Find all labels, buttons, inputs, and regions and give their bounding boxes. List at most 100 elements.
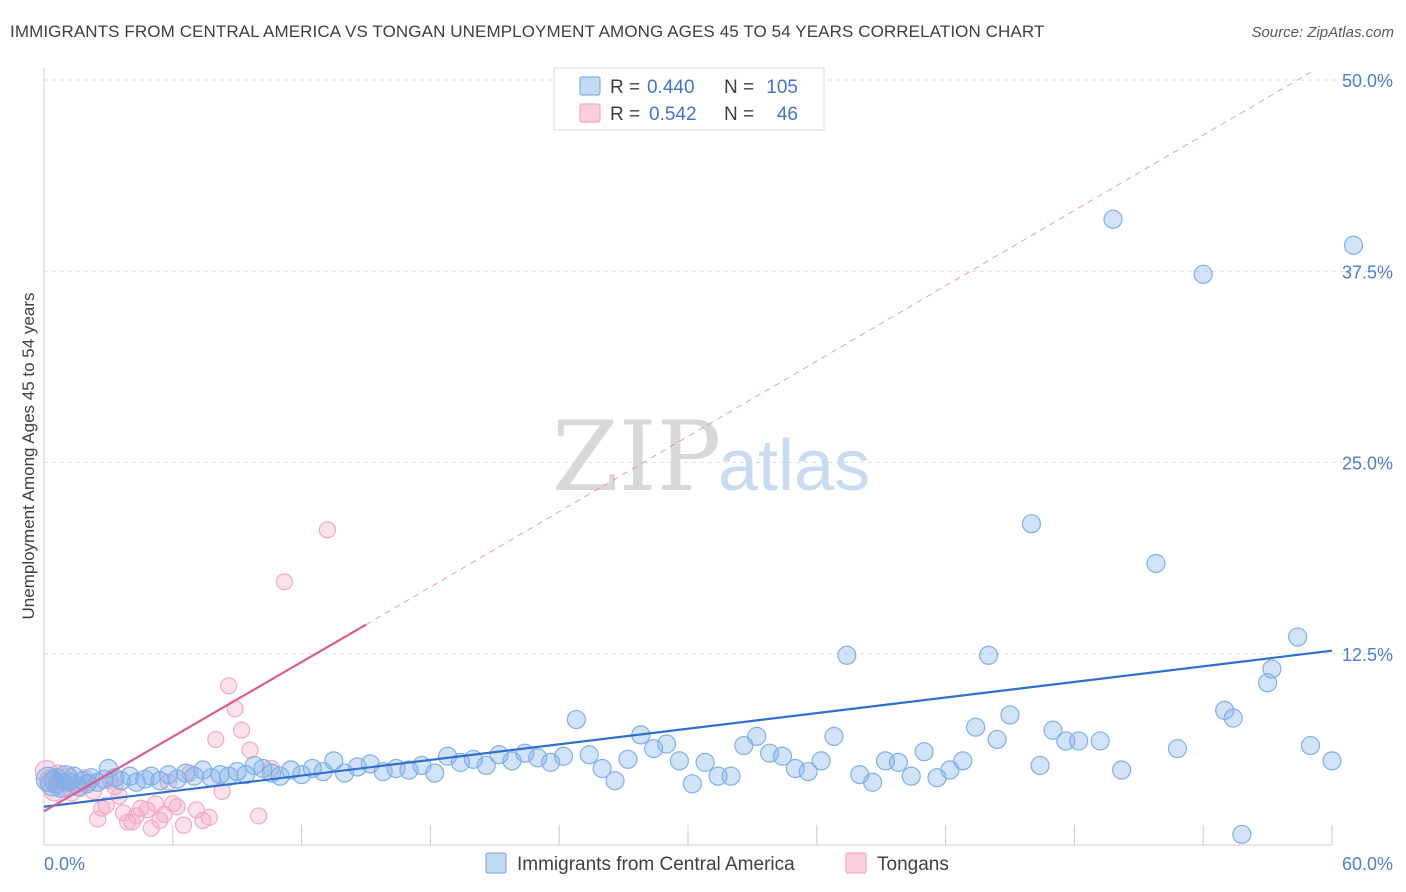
central-america-point-45 xyxy=(399,760,419,780)
central-america-point-112 xyxy=(1343,235,1364,255)
legend-n-value-1: 105 xyxy=(766,77,798,98)
tongans-point-19 xyxy=(119,813,137,831)
central-america-point-70 xyxy=(721,766,741,786)
tongans-point-33 xyxy=(187,801,206,819)
central-america-point-99 xyxy=(1103,209,1123,229)
central-america-point-78 xyxy=(824,726,844,746)
legend-r-value-1: 0.440 xyxy=(647,77,695,98)
central-america-point-103 xyxy=(1193,264,1213,284)
y-tick-label-1: 25.0% xyxy=(1342,454,1393,474)
legend-r-label-2: R = xyxy=(610,104,640,125)
central-america-point-57 xyxy=(553,746,574,766)
tongans-point-14 xyxy=(97,796,115,814)
central-america-point-88 xyxy=(953,751,973,771)
tongans-point-45 xyxy=(318,521,336,539)
tongans-point-44 xyxy=(275,573,294,591)
central-america-point-89 xyxy=(966,717,986,737)
legend-n-value-2: 46 xyxy=(777,104,798,125)
central-america-point-77 xyxy=(811,751,831,771)
central-america-point-108 xyxy=(1262,659,1282,679)
gridlines xyxy=(44,79,1392,655)
central-america-point-62 xyxy=(618,749,638,769)
tongans-point-31 xyxy=(174,816,193,834)
central-america-point-59 xyxy=(579,745,599,765)
watermark-zip: ZIP xyxy=(552,401,721,513)
series-central-america-points xyxy=(35,209,1364,844)
central-america-point-100 xyxy=(1112,760,1132,780)
central-america-point-92 xyxy=(1000,705,1020,725)
central-america-point-106 xyxy=(1232,824,1252,844)
central-america-point-76 xyxy=(798,761,818,782)
central-america-point-21 xyxy=(158,765,179,785)
x-tick-label-max: 60.0% xyxy=(1342,854,1393,874)
legend-top: R = 0.440 N = 105 R = 0.542 N = 46 xyxy=(553,67,825,131)
central-america-point-97 xyxy=(1069,731,1089,751)
central-america-point-93 xyxy=(1021,514,1042,534)
central-america-point-111 xyxy=(1322,751,1342,771)
central-america-point-110 xyxy=(1300,735,1321,756)
central-america-point-19 xyxy=(141,766,161,786)
legend-r-value-2: 0.542 xyxy=(649,104,697,125)
bottom-legend-label-central-america: Immigrants from Central America xyxy=(517,854,795,875)
central-america-point-65 xyxy=(656,734,677,754)
tongans-point-12 xyxy=(89,810,107,828)
tongans-point-36 xyxy=(207,730,225,749)
legend-n-label-2: N = xyxy=(724,104,754,125)
central-america-point-90 xyxy=(978,645,999,665)
central-america-point-101 xyxy=(1146,553,1166,574)
trend-lines xyxy=(43,71,1333,813)
central-america-point-55 xyxy=(528,748,548,768)
tongans-point-38 xyxy=(220,677,238,695)
source-label: Source: ZipAtlas.com xyxy=(1251,24,1394,41)
central-america-point-94 xyxy=(1030,755,1050,776)
central-america-point-95 xyxy=(1043,720,1063,740)
y-tick-label-0: 12.5% xyxy=(1342,645,1393,665)
legend-swatch-central-america xyxy=(579,76,601,96)
central-america-point-67 xyxy=(682,774,702,794)
y-tick-label-3: 50.0% xyxy=(1342,71,1393,91)
legend-swatch-tongans xyxy=(579,103,601,123)
legend-bottom: Immigrants from Central America Tongans xyxy=(485,852,949,875)
central-america-point-91 xyxy=(987,729,1007,750)
tongans-point-23 xyxy=(138,801,156,819)
central-america-point-109 xyxy=(1288,627,1308,647)
central-america-point-85 xyxy=(914,742,934,762)
tongans-point-35 xyxy=(200,808,218,827)
trend-line-tongans-extension xyxy=(365,71,1311,626)
central-america-point-83 xyxy=(888,752,908,772)
watermark-atlas: atlas xyxy=(718,426,870,506)
central-america-point-60 xyxy=(592,758,612,779)
central-america-point-35 xyxy=(281,760,301,780)
central-america-point-81 xyxy=(863,772,883,792)
central-america-point-32 xyxy=(253,758,273,779)
trend-line-tongans xyxy=(43,623,367,813)
tongans-point-41 xyxy=(241,741,259,759)
x-tick-label-min: 0.0% xyxy=(44,854,85,874)
tongans-point-30 xyxy=(168,798,186,816)
tongans-point-18 xyxy=(114,804,133,822)
y-tick-label-2: 37.5% xyxy=(1342,262,1393,282)
central-america-point-72 xyxy=(747,726,767,746)
y-tick-labels: 12.5% 25.0% 37.5% 50.0% xyxy=(1342,71,1393,665)
trend-line-central-america xyxy=(43,649,1333,808)
legend-n-label-1: N = xyxy=(724,77,754,98)
tongans-point-40 xyxy=(232,721,251,739)
central-america-point-61 xyxy=(605,771,625,791)
central-america-point-79 xyxy=(837,645,857,665)
bottom-legend-label-tongans: Tongans xyxy=(877,854,949,875)
central-america-point-98 xyxy=(1090,731,1110,751)
chart-title: IMMIGRANTS FROM CENTRAL AMERICA VS TONGA… xyxy=(10,22,1045,41)
central-america-point-84 xyxy=(901,766,921,786)
central-america-point-102 xyxy=(1167,739,1188,759)
bottom-legend-swatch-central-america xyxy=(485,852,507,874)
central-america-point-1 xyxy=(39,771,66,797)
legend-r-label-1: R = xyxy=(610,77,640,98)
central-america-point-15 xyxy=(111,771,131,791)
central-america-point-68 xyxy=(695,752,715,772)
central-america-point-39 xyxy=(324,751,344,771)
central-america-point-74 xyxy=(772,746,793,766)
central-america-point-58 xyxy=(566,709,586,730)
bottom-legend-swatch-tongans xyxy=(845,852,867,874)
central-america-point-64 xyxy=(644,739,664,759)
